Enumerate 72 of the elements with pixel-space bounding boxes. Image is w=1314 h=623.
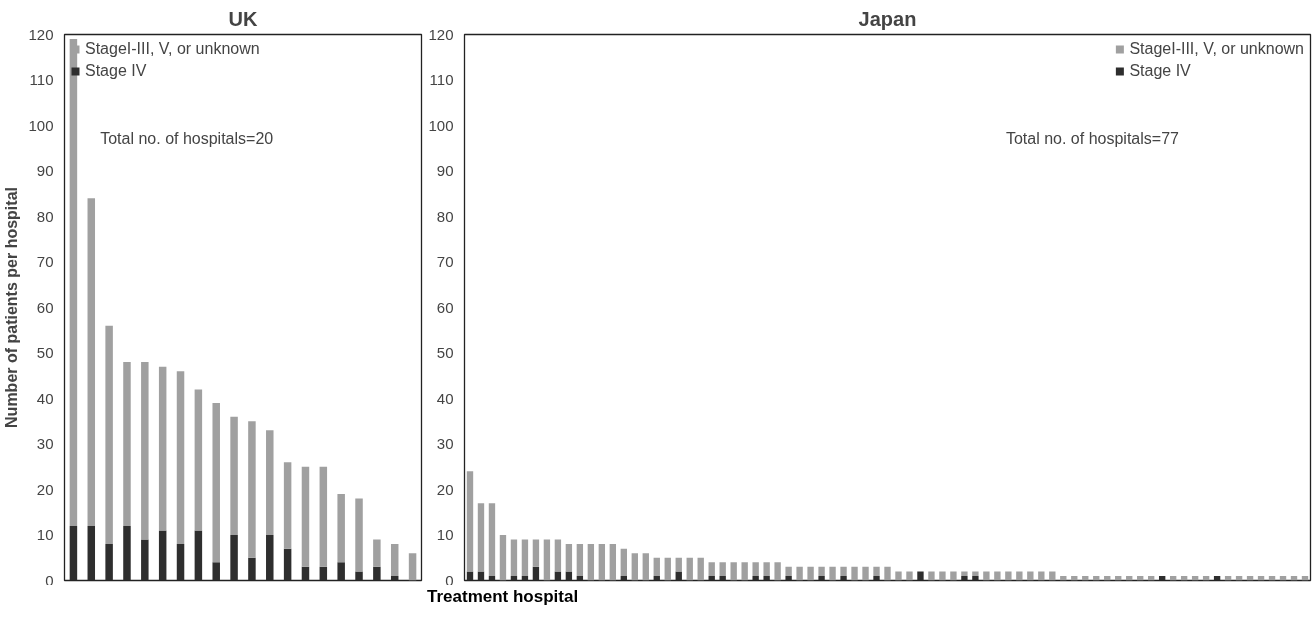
y-tick-label: 0 (445, 571, 454, 589)
y-tick-label: 20 (36, 480, 54, 498)
y-tick-label: 110 (29, 71, 54, 88)
legend-label: Stage IV (1129, 62, 1191, 80)
y-tick-label: 60 (436, 298, 454, 316)
bar (373, 566, 381, 581)
bar (248, 421, 256, 558)
chart-title: UK (228, 7, 258, 30)
x-axis-title: Treatment hospital (426, 586, 580, 608)
bar (212, 403, 220, 563)
bar (390, 544, 399, 576)
bar (337, 494, 345, 563)
bar (158, 530, 167, 581)
y-tick-label: 100 (428, 116, 454, 134)
bar (69, 525, 78, 581)
bar (337, 562, 345, 581)
y-tick-label: 70 (436, 253, 454, 270)
y-tick-label: 20 (436, 480, 454, 498)
bar (194, 389, 203, 531)
bar (105, 544, 113, 581)
bar (266, 535, 274, 581)
y-tick-label: 30 (436, 435, 454, 452)
bar (373, 539, 381, 567)
bar (87, 198, 96, 526)
y-tick-label: 10 (436, 526, 454, 543)
bar (266, 430, 274, 535)
bar (212, 562, 220, 581)
y-tick-label: 40 (36, 389, 54, 407)
bar (69, 39, 78, 526)
y-tick-label: 60 (36, 298, 54, 316)
annotation: Total no. of hospitals=77 (1005, 129, 1180, 147)
bar (248, 557, 256, 581)
bar (301, 466, 310, 567)
bar (194, 530, 203, 581)
y-tick-label: 70 (36, 253, 54, 270)
y-tick-label: 10 (36, 526, 54, 543)
y-tick-label: 0 (45, 571, 54, 589)
bar (283, 462, 292, 549)
chart-title: Japan (858, 7, 917, 30)
bar (355, 571, 363, 581)
bar (230, 535, 238, 581)
legend-label: StageI-III, V, or unknown (1129, 40, 1304, 58)
bar (176, 371, 185, 545)
bar (123, 362, 131, 526)
bar (408, 553, 417, 581)
legend-label: Stage IV (85, 62, 147, 80)
y-tick-label: 40 (436, 389, 454, 407)
y-tick-label: 50 (436, 344, 454, 361)
bar (319, 466, 328, 567)
legend-label: StageI-III, V, or unknown (85, 40, 260, 58)
bar (230, 416, 238, 535)
y-tick-label: 120 (428, 25, 454, 43)
y-tick-label: 90 (436, 162, 454, 179)
y-tick-label: 80 (36, 207, 54, 225)
bar (283, 548, 292, 581)
bar (176, 544, 185, 581)
bar (87, 525, 96, 581)
bar (105, 325, 113, 545)
y-tick-label: 120 (28, 25, 54, 43)
bar (141, 539, 149, 581)
y-tick-label: 90 (36, 162, 54, 179)
y-axis-title: Number of patients per hospital (3, 187, 21, 428)
y-tick-label: 50 (36, 344, 54, 361)
y-tick-label: 100 (28, 116, 54, 134)
bar (158, 366, 167, 531)
bar (355, 498, 363, 572)
y-tick-label: 30 (36, 435, 54, 452)
bar (141, 362, 149, 540)
y-tick-label: 110 (429, 71, 454, 88)
y-tick-label: 80 (436, 207, 454, 225)
annotation: Total no. of hospitals=20 (100, 129, 274, 147)
bar (123, 525, 131, 581)
